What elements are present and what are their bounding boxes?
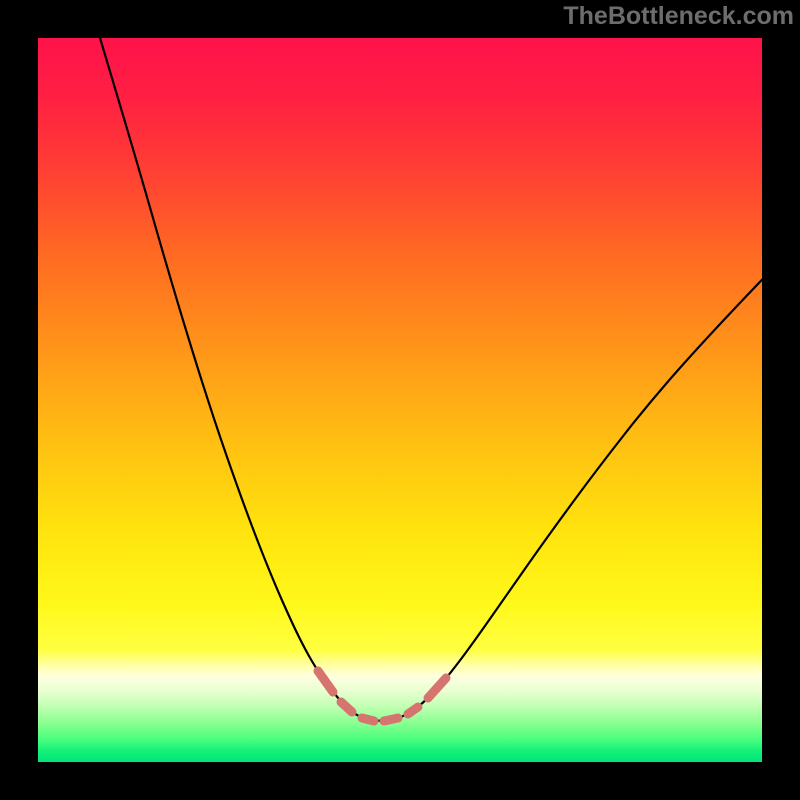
chart-canvas: TheBottleneck.com — [0, 0, 800, 800]
watermark-text: TheBottleneck.com — [563, 2, 794, 31]
plot-area — [38, 38, 762, 762]
